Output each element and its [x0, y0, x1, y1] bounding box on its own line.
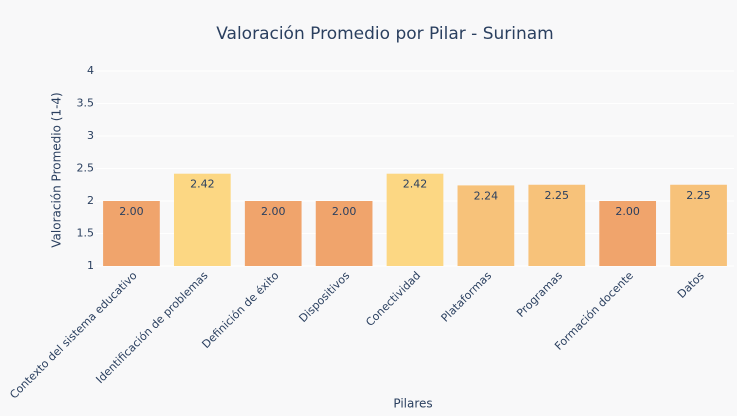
value-label: 2.00	[261, 205, 286, 218]
value-label: 2.25	[686, 189, 711, 202]
y-tick-label: 4	[87, 64, 94, 77]
value-label: 2.00	[332, 205, 357, 218]
y-tick-label: 1	[87, 259, 94, 272]
bar	[173, 173, 231, 266]
y-tick-label: 3	[87, 129, 94, 142]
y-tick-label: 2.5	[77, 162, 95, 175]
value-label: 2.24	[474, 189, 499, 202]
value-label: 2.25	[545, 189, 570, 202]
chart-title: Valoración Promedio por Pilar - Surinam	[216, 24, 554, 44]
bar	[670, 184, 727, 266]
y-axis-title: Valoración Promedio (1-4)	[50, 92, 64, 247]
y-tick-label: 2	[87, 194, 94, 207]
bar	[528, 184, 586, 266]
bar	[457, 185, 515, 266]
bar	[315, 201, 373, 266]
value-label: 2.42	[403, 178, 428, 191]
bar	[386, 173, 444, 266]
value-label: 2.00	[615, 205, 640, 218]
bar	[244, 201, 302, 266]
value-label: 2.00	[119, 205, 144, 218]
bar	[103, 201, 160, 266]
y-tick-label: 1.5	[77, 227, 95, 240]
y-tick-label: 3.5	[77, 97, 95, 110]
value-label: 2.42	[190, 178, 215, 191]
x-axis-title: Pilares	[393, 397, 432, 411]
bar	[599, 201, 657, 266]
